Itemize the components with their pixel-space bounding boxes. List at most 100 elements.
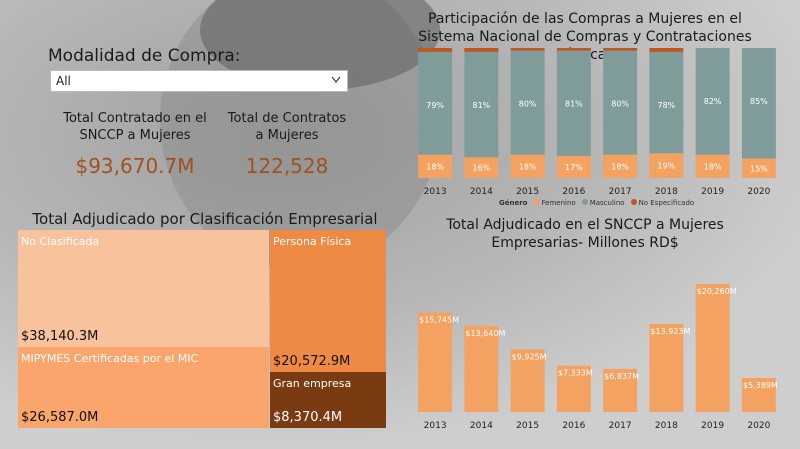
bar-segment-femenino[interactable] xyxy=(556,155,591,178)
tile-mipymes[interactable]: MIPYMES Certificadas por el MIC $26,587.… xyxy=(18,347,269,428)
treemap-title: Total Adjudicado por Clasificación Empre… xyxy=(32,210,378,228)
kpi-total-contratos-value: 122,528 xyxy=(245,154,329,178)
x-tick-label: 2017 xyxy=(609,187,632,197)
data-label: 18% xyxy=(704,162,722,171)
bar-segment-masculino[interactable] xyxy=(695,48,730,155)
kpi-total-contratos-label: Total de Contratos a Mujeres xyxy=(227,111,347,143)
bar-segment-femenino[interactable] xyxy=(695,154,730,178)
bar-segment-femenino[interactable] xyxy=(649,153,684,178)
kpi-total-contratado-label: Total Contratado en el SNCCP a Mujeres xyxy=(63,111,207,143)
data-label: $20,260M xyxy=(697,287,737,296)
data-label: $7,333M xyxy=(558,369,593,378)
bar-segment-femenino[interactable] xyxy=(741,158,776,179)
filter-title: Modalidad de Compra: xyxy=(48,46,241,66)
x-tick-label: 2015 xyxy=(516,421,539,431)
bar-segment-masculino[interactable] xyxy=(464,51,499,158)
bar-segment-no-especificado[interactable] xyxy=(556,48,591,51)
bar-segment-masculino[interactable] xyxy=(603,50,638,155)
legend-item-no-especificado[interactable]: No Especificado xyxy=(630,199,695,207)
bar-segment-masculino[interactable] xyxy=(556,50,591,156)
legend-swatch xyxy=(630,199,637,205)
legend-label: No Especificado xyxy=(638,199,695,207)
data-label: 79% xyxy=(426,101,444,110)
x-tick-label: 2013 xyxy=(424,187,447,197)
x-tick-label: 2013 xyxy=(424,421,447,431)
tile-persona-fisica[interactable]: Persona Física $20,572.9M xyxy=(270,230,386,372)
bar[interactable] xyxy=(464,325,499,412)
bar-segment-femenino[interactable] xyxy=(510,154,545,178)
legend-swatch xyxy=(581,199,588,205)
data-label: $9,925M xyxy=(512,352,547,361)
tile-gran-empresa[interactable]: Gran empresa $8,370.4M xyxy=(270,372,386,428)
chart2-title: Total Adjudicado en el SNCCP a Mujeres E… xyxy=(446,217,724,251)
x-tick-label: 2015 xyxy=(516,187,539,197)
data-label: 15% xyxy=(750,164,768,173)
data-label: $5,389M xyxy=(743,381,778,390)
bar-segment-no-especificado[interactable] xyxy=(649,48,684,52)
x-tick-label: 2014 xyxy=(470,421,493,431)
data-label: 18% xyxy=(611,162,629,171)
x-tick-label: 2018 xyxy=(655,187,678,197)
tile-no-clasificada[interactable]: No Clasificada $38,140.3M xyxy=(18,230,269,347)
treemap: No Clasificada $38,140.3M MIPYMES Certif… xyxy=(18,230,386,428)
data-label: $15,745M xyxy=(419,316,459,325)
dropdown-value: All xyxy=(56,74,71,88)
x-tick-label: 2016 xyxy=(562,187,585,197)
bar-segment-femenino[interactable] xyxy=(464,157,499,178)
bar[interactable] xyxy=(556,365,591,412)
x-tick-label: 2019 xyxy=(701,187,724,197)
data-label: 81% xyxy=(472,101,490,110)
bar-segment-masculino[interactable] xyxy=(741,48,776,159)
tile-value: $38,140.3M xyxy=(21,329,99,344)
bar[interactable] xyxy=(649,324,684,412)
data-label: 80% xyxy=(611,100,629,109)
tile-value: $20,572.9M xyxy=(273,354,351,369)
bar-segment-no-especificado[interactable] xyxy=(418,48,453,52)
legend-item-femenino[interactable]: Femenino xyxy=(533,199,576,207)
data-label: $13,923M xyxy=(650,327,690,336)
bar[interactable] xyxy=(418,312,453,412)
data-label: 17% xyxy=(565,163,583,172)
legend-swatch xyxy=(533,199,540,205)
legend-title: Género xyxy=(499,199,528,207)
legend-item-masculino[interactable]: Masculino xyxy=(581,199,625,207)
legend-label: Femenino xyxy=(541,199,576,207)
bar-segment-masculino[interactable] xyxy=(510,50,545,155)
data-label: 85% xyxy=(750,97,768,106)
legend-label: Masculino xyxy=(589,199,625,207)
bar-chart: $15,745M 2013 $13,640M 2014 $9,925M 2015 $7,33… xyxy=(418,284,778,431)
bar[interactable] xyxy=(741,377,776,412)
data-label: 18% xyxy=(519,162,537,171)
bar[interactable] xyxy=(510,349,545,412)
x-tick-label: 2018 xyxy=(655,421,678,431)
bar-segment-masculino[interactable] xyxy=(418,51,453,155)
tile-value: $26,587.0M xyxy=(21,410,99,425)
tile-value: $8,370.4M xyxy=(273,410,343,425)
x-tick-label: 2016 xyxy=(562,421,585,431)
bar-segment-no-especificado[interactable] xyxy=(464,48,499,52)
tile-label: Gran empresa xyxy=(273,377,352,390)
data-label: 82% xyxy=(704,97,722,106)
bar[interactable] xyxy=(603,368,638,412)
data-label: $6,837M xyxy=(604,372,639,381)
stacked-bar-chart: 18% 79% 2013 16% 81% 2014 18% 80% 2015 17% 81% 2016… xyxy=(418,48,776,197)
chevron-down-icon xyxy=(331,76,341,83)
data-label: 16% xyxy=(472,164,490,173)
x-tick-label: 2020 xyxy=(747,421,770,431)
tile-label: MIPYMES Certificadas por el MIC xyxy=(21,352,199,365)
bar-segment-masculino[interactable] xyxy=(649,51,684,154)
bar-segment-no-especificado[interactable] xyxy=(510,48,545,51)
bar-segment-femenino[interactable] xyxy=(603,154,638,178)
data-label: 78% xyxy=(657,101,675,110)
x-tick-label: 2020 xyxy=(747,187,770,197)
bar[interactable] xyxy=(695,284,730,412)
bar-segment-no-especificado[interactable] xyxy=(603,48,638,51)
bar-segment-femenino[interactable] xyxy=(418,154,453,178)
x-tick-label: 2019 xyxy=(701,421,724,431)
modalidad-dropdown[interactable]: All xyxy=(50,70,348,92)
chart1-legend: Género Femenino Masculino No Especificad… xyxy=(499,199,694,207)
data-label: 81% xyxy=(565,100,583,109)
x-tick-label: 2014 xyxy=(470,187,493,197)
data-label: 80% xyxy=(519,100,537,109)
tile-label: No Clasificada xyxy=(21,235,100,248)
